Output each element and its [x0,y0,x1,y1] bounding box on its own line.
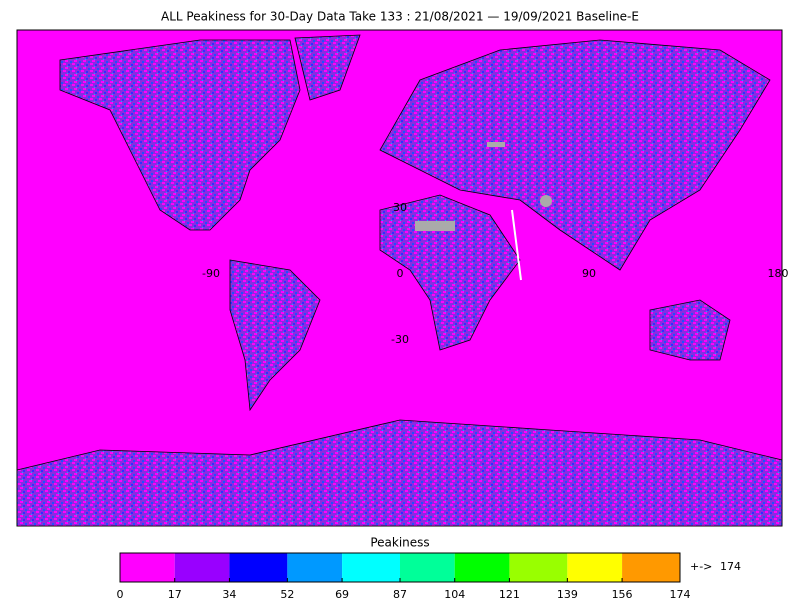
colorbar-segment [567,553,623,582]
colorbar-tick-label: 69 [335,588,349,600]
colorbar-segment [287,553,343,582]
colorbar-segment [400,553,455,582]
colorbar-tick-label: 0 [117,588,124,600]
north-america [59,39,301,231]
colorbar-tick-label: 17 [168,588,182,600]
colorbar-tick-label: 121 [499,588,520,600]
lon-label: -90 [202,267,220,280]
colorbar-segment [454,553,510,582]
colorbar-tick-label: 34 [222,588,236,600]
lon-label: 180 [768,267,789,280]
colorbar-tick-label: 174 [670,588,691,600]
colorbar-tick-label: 52 [280,588,294,600]
landmasses [16,34,783,527]
colorbar-tick-label: 104 [444,588,465,600]
colorbar-segment [120,553,175,582]
australia [649,299,731,361]
overflow-label: 174 [720,560,741,573]
lat-label: -30 [391,333,409,346]
lat-label: 30 [393,201,407,214]
colorbar-tick-label: 156 [612,588,633,600]
no-data-patch [415,221,455,231]
colorbar-segment [622,553,680,582]
colorbar-tick-label: 139 [557,588,578,600]
colorbar-segment [229,553,288,582]
greenland [294,34,361,101]
africa [379,194,521,351]
south-america [229,259,321,412]
no-data-track [511,209,522,281]
colorbar-segment [509,553,568,582]
graticule-labels: -90 0 90 180 30 -30 [202,201,788,346]
map-title: ALL Peakiness for 30-Day Data Take 133 :… [161,10,639,24]
overflow-arrow: +-> [690,560,712,573]
no-data-patch [540,195,552,207]
colorbar-segment [174,553,230,582]
colorbar-segment [342,553,400,582]
lon-label: 90 [582,267,596,280]
colorbar: Peakiness 0 17 34 52 69 87 104 121 139 156 174 +-> 17… [117,536,742,600]
lon-label: 0 [397,267,404,280]
colorbar-title: Peakiness [370,536,429,550]
map [16,29,783,527]
antarctica-sea-ice [16,419,783,527]
no-data-patch [487,142,505,147]
colorbar-tick-label: 87 [393,588,407,600]
eurasia [379,39,771,271]
